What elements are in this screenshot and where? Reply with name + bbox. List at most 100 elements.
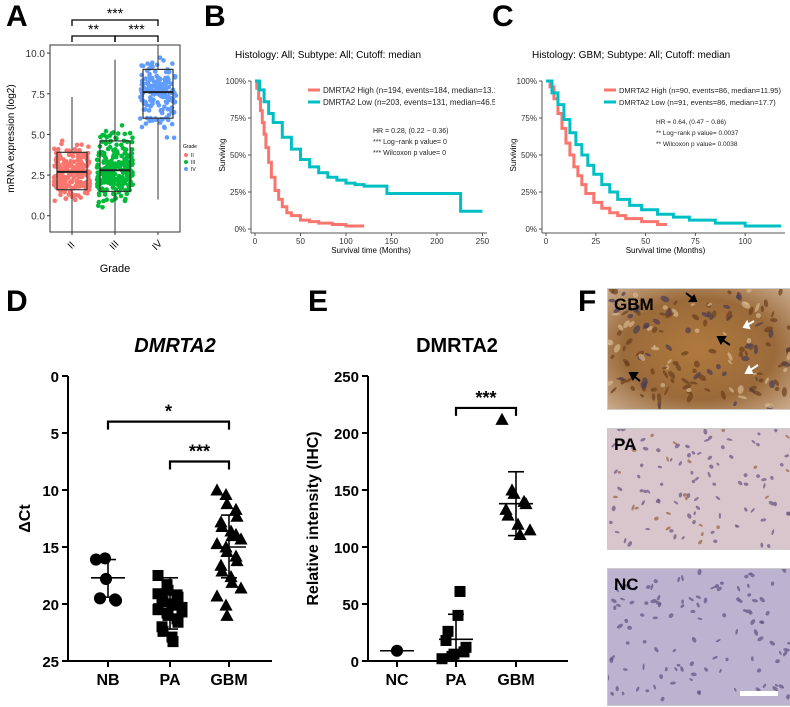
cell [737,385,744,394]
data-point [85,183,91,189]
cell [770,475,774,480]
cell [635,350,645,357]
cell [746,289,752,293]
cell [659,312,667,316]
cell [662,370,669,379]
panel-letter-e: E [308,285,329,318]
cell [709,464,714,469]
cell [632,304,641,313]
cell [642,377,648,386]
data-point [129,139,135,145]
cell [715,496,721,500]
x-tick-label: 150 [385,237,399,246]
cell [615,686,619,692]
data-point [96,150,102,155]
cell [764,495,769,499]
data-point [124,191,130,197]
data-point [109,198,115,203]
stat-annotation: HR = 0.28, (0.22 − 0.36) [373,128,449,135]
cell [703,429,708,435]
legend-label: III [191,160,195,166]
legend-title: Grade [183,144,197,150]
x-tick-label: 0 [544,237,549,246]
data-point [151,83,156,89]
cell [629,600,635,605]
cell [668,370,676,379]
cell [685,444,690,449]
x-tick-label: 50 [641,237,650,246]
cell [711,310,717,318]
cell [625,641,630,645]
cell [620,438,626,444]
data-point [79,173,85,178]
x-tick-label: PA [159,672,180,689]
cell [659,674,664,679]
data-point [125,159,131,165]
cell [755,313,761,319]
cell [627,625,633,630]
data-point [230,554,244,567]
cell [613,344,621,353]
cell [698,539,703,545]
cell [719,668,722,673]
cell [737,395,748,400]
data-point [72,146,78,152]
data-point [95,182,101,188]
significance-bracket [454,406,518,416]
data-point [113,187,119,192]
cell [686,452,691,458]
y-tick-label: 250 [334,369,359,386]
data-point [107,133,113,138]
chart-c-survival: Histology: GBM; Subtype: All; Cutoff: me… [509,50,785,255]
cell [690,672,697,677]
cell [667,359,672,364]
data-point [52,198,58,204]
cell [713,539,718,543]
data-point [143,76,148,81]
cell [650,387,658,392]
legend-swatch [184,167,188,171]
cell [754,322,764,327]
series-line [255,79,365,228]
cell [758,378,764,383]
legend-label: DMRTA2 Low (n=91, events=86, median=17.7… [619,98,776,107]
cell [697,569,702,576]
cell [665,344,673,351]
cell [787,642,790,645]
significance-bracket [114,35,159,42]
data-point [66,152,72,158]
cell [727,290,732,295]
data-point [154,79,160,84]
data-point [137,116,143,121]
data-point [219,487,233,501]
data-point [59,141,64,147]
data-point [162,125,167,131]
data-point [215,519,229,532]
data-point [143,107,148,112]
data-point [110,172,115,177]
box [142,68,174,119]
cell [785,469,790,473]
chart-title: Histology: GBM; Subtype: All; Cutoff: me… [532,50,730,61]
cell [608,298,617,303]
cell [712,655,718,660]
cell [779,462,784,467]
ihc-image-pa: PA [607,428,790,550]
y-tick-label: 50% [521,151,537,160]
data-point [523,523,537,536]
cell [611,598,617,604]
data-point [62,174,67,180]
stat-annotation: *** Wilcoxon p value= 0 [373,150,446,157]
data-point [76,164,82,170]
cell [783,367,788,373]
cell [784,454,790,458]
cell [703,597,708,604]
cell [720,390,726,400]
cell [650,346,660,351]
data-point [152,570,164,581]
data-point [95,203,101,209]
cell [770,581,775,586]
cell [715,639,721,643]
data-point [68,162,74,167]
